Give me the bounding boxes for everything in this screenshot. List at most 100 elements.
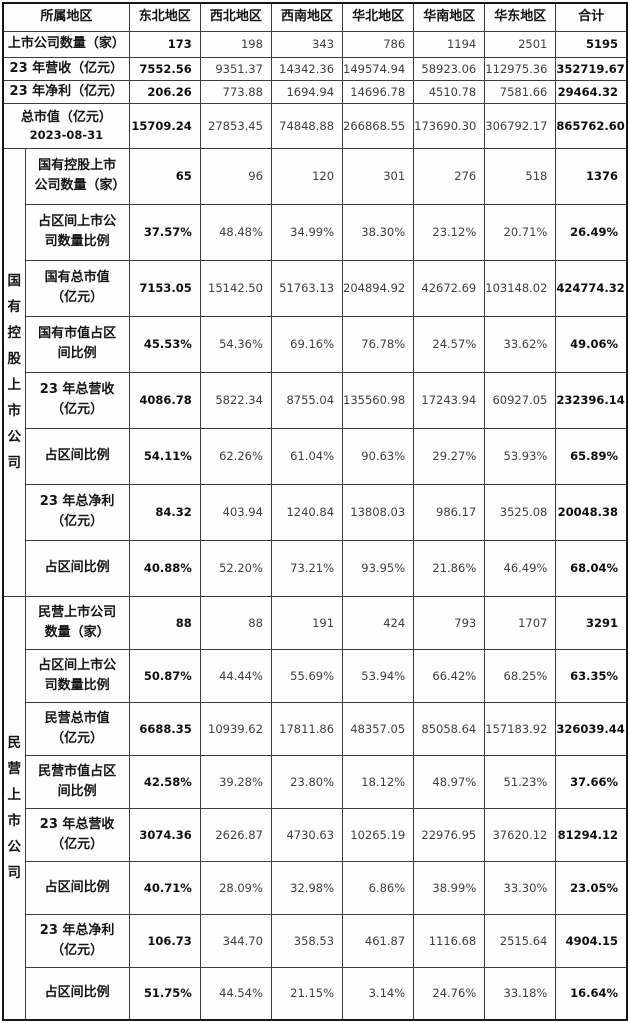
- value-cell: 301: [342, 147, 415, 205]
- value-cell: 1116.68: [413, 913, 486, 968]
- value-cell: 76.78%: [342, 315, 415, 373]
- value-cell: 24.57%: [413, 315, 486, 373]
- value-cell: 48.97%: [413, 754, 486, 809]
- value-cell: 74848.88: [270, 102, 344, 149]
- value-cell: 40.88%: [128, 539, 201, 597]
- region-column-header: 合计: [555, 2, 628, 32]
- value-cell: 10939.62: [199, 701, 272, 756]
- data-row: 占区间比例 51.75% 44.54% 21.15% 3.14% 24.76% 33.18%…: [3, 966, 628, 1021]
- value-cell: 773.88: [199, 79, 272, 104]
- value-cell: 85058.64: [413, 701, 486, 756]
- section-group-label: 民营上市公司: [7, 734, 22, 881]
- value-cell: 38.30%: [342, 203, 415, 261]
- value-cell: 81294.12: [555, 807, 628, 862]
- value-cell: 18.12%: [342, 754, 415, 809]
- value-cell: 27853.45: [199, 102, 272, 149]
- value-cell: 21.15%: [270, 966, 344, 1021]
- value-cell: 23.05%: [555, 860, 628, 915]
- value-cell: 1240.84: [270, 483, 344, 541]
- value-cell: 326039.44: [555, 701, 628, 756]
- value-cell: 17243.94: [413, 371, 486, 429]
- value-cell: 88: [128, 595, 201, 650]
- value-cell: 3291: [555, 595, 628, 650]
- value-cell: 26.49%: [555, 203, 628, 261]
- value-cell: 8755.04: [270, 371, 344, 429]
- value-cell: 62.26%: [199, 427, 272, 485]
- value-cell: 9351.37: [199, 56, 272, 81]
- value-cell: 306792.17: [484, 102, 557, 149]
- value-cell: 4086.78: [128, 371, 201, 429]
- value-cell: 48.48%: [199, 203, 272, 261]
- value-cell: 33.30%: [484, 860, 557, 915]
- value-cell: 157183.92: [484, 701, 557, 756]
- row-label-cell: 23 年总净利（亿元）: [24, 913, 130, 968]
- value-cell: 45.53%: [128, 315, 201, 373]
- value-cell: 24.76%: [413, 966, 486, 1021]
- value-cell: 793: [413, 595, 486, 650]
- value-cell: 20048.38: [555, 483, 628, 541]
- row-label-cell: 占区间上市公司数量比例: [24, 203, 130, 261]
- value-cell: 44.54%: [199, 966, 272, 1021]
- row-label-cell: 23 年总营收（亿元）: [24, 807, 130, 862]
- data-row: 占区间上市公司数量比例 50.87% 44.44% 55.69% 53.94% 66.42…: [3, 648, 628, 703]
- value-cell: 40.71%: [128, 860, 201, 915]
- value-cell: 33.62%: [484, 315, 557, 373]
- value-cell: 32.98%: [270, 860, 344, 915]
- value-cell: 51.75%: [128, 966, 201, 1021]
- value-cell: 986.17: [413, 483, 486, 541]
- value-cell: 343: [270, 30, 344, 58]
- row-label-cell: 23 年净利（亿元）: [2, 79, 130, 104]
- value-cell: 5822.34: [199, 371, 272, 429]
- value-cell: 96: [199, 147, 272, 205]
- data-row: 民营总市值（亿元） 6688.35 10939.62 17811.86 48357.05…: [3, 701, 628, 756]
- value-cell: 173690.30: [413, 102, 486, 149]
- value-cell: 60927.05: [484, 371, 557, 429]
- data-row: 23 年总净利（亿元） 106.73 344.70 358.53 461.87 1116.…: [3, 913, 628, 968]
- value-cell: 1194: [413, 30, 486, 58]
- value-cell: 461.87: [342, 913, 415, 968]
- value-cell: 7581.66: [484, 79, 557, 104]
- value-cell: 10265.19: [342, 807, 415, 862]
- row-label-cell: 占区间上市公司数量比例: [24, 648, 130, 703]
- row-label-cell: 占区间比例: [24, 427, 130, 485]
- value-cell: 7153.05: [128, 259, 201, 317]
- header-row: 所属地区 东北地区 西北地区 西南地区 华北地区 华南地区 华东地区 合计: [2, 2, 628, 32]
- value-cell: 48357.05: [342, 701, 415, 756]
- region-column-header: 华南地区: [413, 2, 486, 32]
- value-cell: 90.63%: [342, 427, 415, 485]
- data-row: 国有市值占区间比例 45.53% 54.36% 69.16% 76.78% 24.57% 3…: [3, 315, 628, 373]
- value-cell: 61.04%: [270, 427, 344, 485]
- value-cell: 3.14%: [342, 966, 415, 1021]
- value-cell: 39.28%: [199, 754, 272, 809]
- row-label-cell: 上市公司数量（家）: [2, 30, 130, 58]
- value-cell: 68.04%: [555, 539, 628, 597]
- row-label-cell: 国有控股上市公司数量（家）: [24, 147, 130, 205]
- row-label-cell: 占区间比例: [24, 966, 130, 1021]
- value-cell: 4730.63: [270, 807, 344, 862]
- value-cell: 23.80%: [270, 754, 344, 809]
- value-cell: 6.86%: [342, 860, 415, 915]
- row-label-cell: 23 年总净利（亿元）: [24, 483, 130, 541]
- data-row: 23 年总净利（亿元） 84.32 403.94 1240.84 13808.03 986…: [3, 483, 628, 541]
- value-cell: 352719.67: [555, 56, 628, 81]
- value-cell: 15709.24: [128, 102, 201, 149]
- value-cell: 84.32: [128, 483, 201, 541]
- value-cell: 73.21%: [270, 539, 344, 597]
- section-group-label: 国有控股上市公司: [7, 273, 22, 471]
- value-cell: 46.49%: [484, 539, 557, 597]
- value-cell: 14342.36: [270, 56, 344, 81]
- data-row: 23 年总营收（亿元） 3074.36 2626.87 4730.63 10265.19…: [3, 807, 628, 862]
- row-label-cell: 民营总市值（亿元）: [24, 701, 130, 756]
- summary-row: 23 年净利（亿元） 206.26 773.88 1694.94 14696.78 451…: [2, 79, 628, 104]
- value-cell: 4510.78: [413, 79, 486, 104]
- value-cell: 52.20%: [199, 539, 272, 597]
- value-cell: 424: [342, 595, 415, 650]
- row-label-cell: 民营上市公司数量（家）: [24, 595, 130, 650]
- row-sublabel: 2023-08-31: [29, 128, 104, 142]
- value-cell: 344.70: [199, 913, 272, 968]
- section-group-cell: 国有控股上市公司: [2, 147, 26, 597]
- row-label: 23 年营收（亿元）: [9, 60, 124, 76]
- value-cell: 266868.55: [342, 102, 415, 149]
- row-label: 23 年净利（亿元）: [9, 83, 124, 99]
